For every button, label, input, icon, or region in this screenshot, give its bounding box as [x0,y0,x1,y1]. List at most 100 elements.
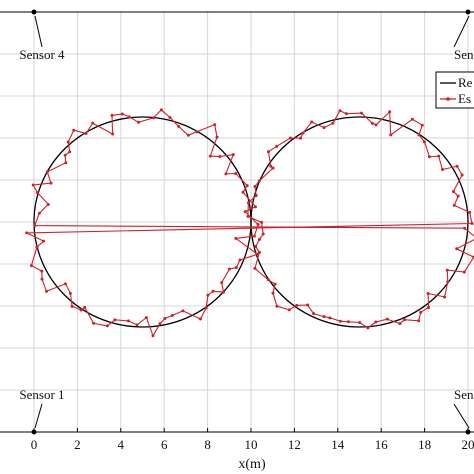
estimate-point-131 [403,318,407,322]
estimate-point-58 [105,324,109,328]
estimate-point-34 [253,205,257,209]
estimate-point-69 [35,245,39,249]
estimate-point-20 [159,108,163,112]
estimate-point-36 [256,223,260,227]
estimate-point-73 [468,210,472,214]
axis: 0 2 4 6 8 10 12 14 16 18 20 [0,11,474,452]
x-tick-label-1: 2 [74,437,81,452]
estimate-point-59 [92,321,96,325]
estimate-point-43 [220,281,224,285]
estimate-point-111 [254,245,258,249]
estimate-point-64 [63,282,67,286]
estimate-point-141 [455,247,459,251]
sensor-marker-2 [465,9,471,15]
estimate-point-31 [234,172,238,176]
estimate-point-76 [451,189,455,193]
estimate-point-77 [460,173,464,177]
estimate-point-120 [306,303,310,307]
estimate-point-37 [252,234,256,238]
estimate-point-63 [68,291,72,295]
estimate-point-137 [446,280,450,284]
estimate-point-144 [33,224,37,228]
estimate-point-115 [273,282,277,286]
estimate-point-116 [271,291,275,295]
x-tick-label-5: 10 [245,437,258,452]
estimate-point-95 [310,120,314,124]
estimate-point-113 [253,266,257,270]
estimate-point-109 [261,232,265,236]
estimate-point-91 [344,112,348,116]
estimate-point-102 [271,166,275,170]
estimate-point-22 [177,125,181,129]
estimate-point-61 [79,308,83,312]
estimate-point-16 [120,112,124,116]
estimate-point-18 [136,120,140,124]
estimate-point-1 [37,211,41,215]
estimate-point-134 [427,305,431,309]
sensor-arrow-3 [453,403,470,429]
estimate-point-74 [452,203,456,207]
estimate-point-30 [224,172,228,176]
estimate-point-112 [257,250,261,254]
estimate-point-8 [63,153,67,157]
x-axis-label: x(m) [238,457,266,472]
legend-label-reference: Re [458,75,473,90]
x-tick-label-2: 4 [118,437,125,452]
estimate-point-48 [198,317,202,321]
estimate-point-29 [231,153,235,157]
reference-circle-1 [250,116,469,328]
estimate-point-2 [46,202,50,206]
estimate-point-92 [338,109,342,113]
estimate-point-27 [208,154,212,158]
sensor-label-1: Sensor 1 [19,387,64,402]
estimate-point-11 [72,128,76,132]
sensor-arrow-1 [34,403,43,429]
estimate-point-68 [29,264,33,268]
estimate-point-50 [170,313,174,317]
sensor-marker-0 [31,9,37,15]
x-tick-label-4: 8 [204,437,211,452]
legend-marker-estimate [446,97,450,101]
estimate-point-9 [68,150,72,154]
estimate-point-127 [366,326,370,330]
estimate-point-138 [445,268,449,272]
estimate-point-82 [422,140,426,144]
estimate-point-98 [288,136,292,140]
estimate-point-46 [206,293,210,297]
estimate-point-117 [275,304,279,308]
estimate-point-65 [45,289,49,293]
estimate-point-94 [322,126,326,130]
estimate-point-79 [440,167,444,171]
estimate-point-122 [322,315,326,319]
sensor-label-2: Sensor [454,47,474,62]
estimate-point-66 [40,277,44,281]
estimate-point-97 [298,136,302,140]
estimate-point-3 [35,191,39,195]
estimate-point-25 [213,123,217,127]
estimate-point-121 [312,312,316,316]
estimate-point-39 [256,252,260,256]
estimate-point-10 [66,140,70,144]
series-reference [33,116,469,328]
estimate-point-15 [110,113,114,117]
estimate-point-51 [163,317,167,321]
estimate-point-93 [331,121,335,125]
estimate-point-17 [127,115,131,119]
estimate-point-81 [427,155,431,159]
estimate-point-75 [456,194,460,198]
estimate-point-70 [42,239,46,243]
sensor-arrow-2 [453,15,470,48]
estimate-point-87 [388,110,392,114]
estimate-point-114 [266,278,270,282]
sensor-arrow-0 [34,15,43,48]
estimate-point-89 [370,121,374,125]
estimate-point-135 [426,292,430,296]
estimate-point-33 [241,190,245,194]
estimate-point-13 [91,121,95,125]
series-estimate [25,108,474,338]
estimate-point-7 [64,161,68,165]
estimate-point-19 [152,116,156,120]
estimate-point-57 [113,318,117,322]
